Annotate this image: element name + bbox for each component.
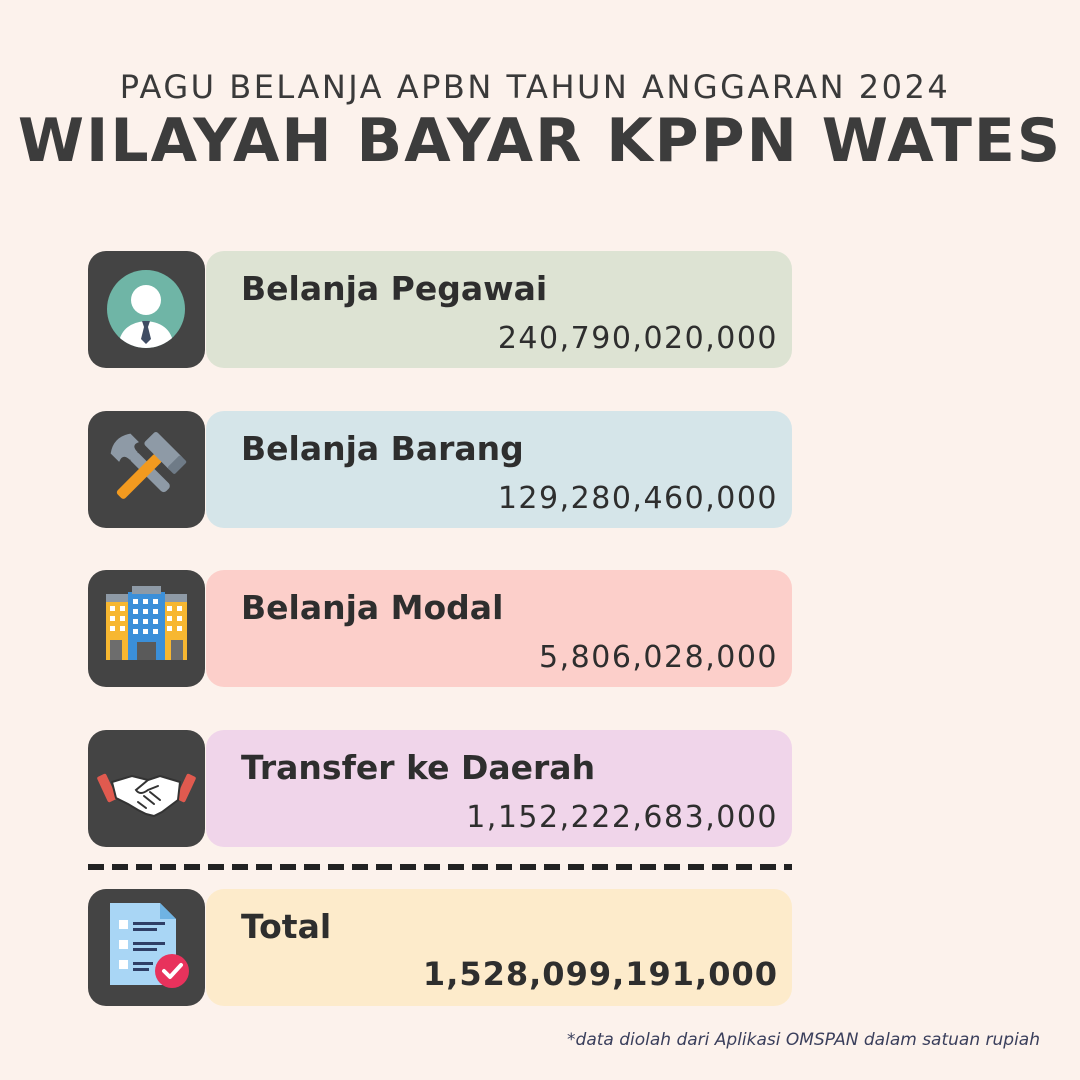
icon-box	[88, 730, 205, 847]
handshake-icon	[97, 773, 196, 817]
employee-icon	[107, 270, 185, 348]
budget-card: Transfer ke Daerah 1,152,222,683,000	[206, 730, 792, 847]
tools-icon	[110, 432, 187, 499]
budget-row-total: Total 1,528,099,191,000	[88, 889, 792, 1006]
budget-row-belanja-barang: Belanja Barang 129,280,460,000	[88, 411, 792, 528]
dashed-divider	[88, 864, 792, 870]
budget-card: Belanja Barang 129,280,460,000	[206, 411, 792, 528]
budget-label: Belanja Modal	[241, 588, 504, 627]
total-value: 1,528,099,191,000	[422, 955, 778, 993]
budget-value: 240,790,020,000	[497, 321, 778, 356]
icon-box	[88, 889, 205, 1006]
footnote: *data diolah dari Aplikasi OMSPAN dalam …	[567, 1030, 1040, 1050]
icon-box	[88, 251, 205, 368]
budget-label: Belanja Pegawai	[241, 269, 548, 308]
budget-value: 5,806,028,000	[539, 640, 778, 675]
budget-label: Transfer ke Daerah	[241, 748, 596, 787]
icon-box	[88, 411, 205, 528]
budget-row-belanja-pegawai: Belanja Pegawai 240,790,020,000	[88, 251, 792, 368]
page-title: WILAYAH BAYAR KPPN WATES	[17, 106, 1063, 176]
building-icon	[106, 586, 187, 660]
budget-row-transfer-ke-daerah: Transfer ke Daerah 1,152,222,683,000	[88, 730, 792, 847]
budget-value: 1,152,222,683,000	[466, 800, 778, 835]
budget-card: Belanja Modal 5,806,028,000	[206, 570, 792, 687]
total-label: Total	[241, 907, 332, 946]
page-subtitle: PAGU BELANJA APBN TAHUN ANGGARAN 2024	[119, 68, 951, 106]
budget-card: Belanja Pegawai 240,790,020,000	[206, 251, 792, 368]
budget-row-belanja-modal: Belanja Modal 5,806,028,000	[88, 570, 792, 687]
checklist-document-icon	[110, 903, 189, 988]
budget-value: 129,280,460,000	[497, 481, 778, 516]
icon-box	[88, 570, 205, 687]
total-card: Total 1,528,099,191,000	[206, 889, 792, 1006]
budget-label: Belanja Barang	[241, 429, 524, 468]
